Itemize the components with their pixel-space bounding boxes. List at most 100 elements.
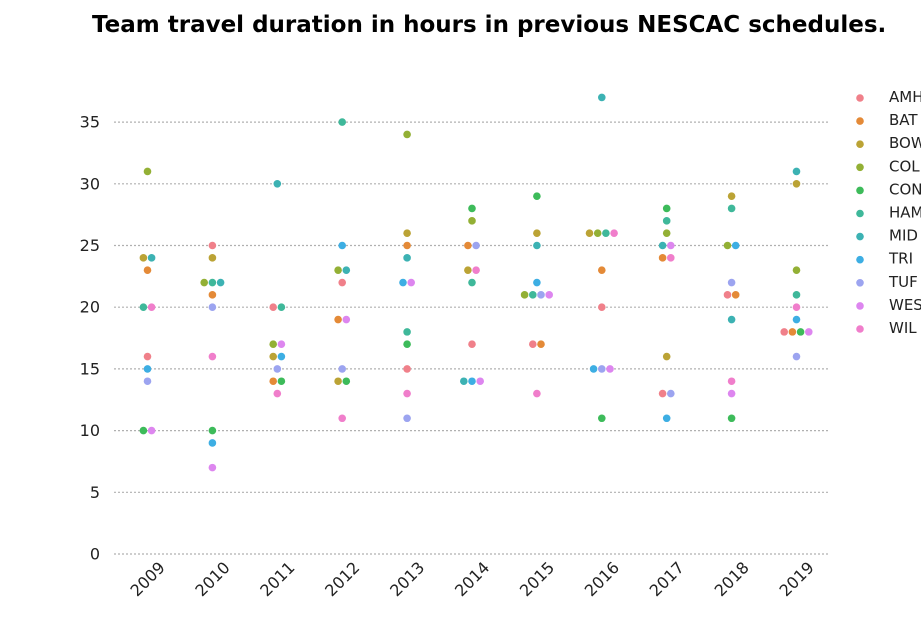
point-mid-2014 [460,377,468,386]
point-col-2016 [593,229,602,237]
point-wil-2015 [533,389,541,398]
point-bow-2017 [662,352,671,361]
legend-label-wil: WIL [889,319,917,337]
point-con-2011 [277,377,286,386]
point-amh-2013 [403,365,411,373]
point-bow-2014 [464,266,472,274]
point-tri-2012 [338,241,347,250]
point-bow-2018 [727,192,736,200]
legend-label-amh: AMH [889,88,921,106]
point-wes-2019 [805,328,813,336]
point-bow-2009 [139,254,148,262]
legend-marker-wil [856,325,864,333]
y-tick-label: 25 [80,236,100,255]
point-bat-2010 [208,291,217,299]
point-con-2018 [727,414,736,423]
legend-label-col: COL [889,157,920,175]
point-wes-2011 [277,340,286,349]
x-tick-label: 2010 [191,558,233,600]
legend-marker-wes [856,302,864,310]
point-bat-2012 [334,315,342,324]
point-tri-2010 [208,439,217,447]
point-col-2018 [723,241,732,250]
legend-label-mid: MID [889,227,918,245]
legend-marker-tuf [856,279,864,287]
point-tuf-2016 [598,365,606,373]
point-wil-2019 [792,303,801,312]
legend-marker-bow [856,140,864,148]
point-col-2009 [143,167,152,176]
legend-marker-bat [856,117,864,125]
point-amh-2017 [658,389,667,398]
point-con-2009 [139,426,148,435]
legend-label-ham: HAM [889,204,921,222]
point-tuf-2011 [273,365,282,373]
point-wes-2018 [727,389,736,398]
point-con-2019 [796,328,805,336]
point-tri-2009 [143,365,152,373]
point-con-2017 [662,204,671,213]
legend-label-wes: WES [889,296,921,314]
point-ham-2013 [403,328,411,336]
point-wes-2009 [147,426,156,435]
point-tuf-2012 [338,365,347,373]
point-mid-2017 [658,241,667,250]
data-points [139,93,813,472]
x-tick-label: 2019 [775,558,817,600]
point-bat-2018 [731,291,740,299]
point-ham-2012 [338,118,347,126]
y-tick-label: 30 [80,174,100,193]
point-tri-2019 [792,315,801,324]
legend-marker-con [856,186,864,195]
y-tick-label: 10 [80,421,100,440]
y-tick-label: 5 [90,483,100,502]
point-col-2012 [334,266,342,274]
point-tri-2018 [731,241,740,250]
point-ham-2015 [529,291,537,299]
point-ham-2011 [277,303,286,312]
point-ham-2016 [602,229,610,237]
legend: AMH BAT BOW COL CON HAM MID TRI TUF WES WIL [856,88,921,337]
point-bow-2013 [403,229,411,237]
point-tuf-2018 [727,278,736,287]
point-tuf-2014 [472,241,480,250]
legend-marker-col [856,163,864,172]
legend-label-con: CON [889,180,921,198]
point-wil-2018 [727,377,736,386]
point-mid-2011 [273,180,282,188]
grid-lines [114,121,830,555]
point-bat-2009 [143,266,152,274]
point-mid-2010 [216,278,225,287]
point-col-2019 [792,266,801,274]
point-bat-2017 [658,254,667,262]
legend-marker-ham [856,209,864,218]
point-mid-2018 [727,315,736,324]
point-mid-2013 [403,254,411,262]
x-tick-label: 2009 [126,558,168,600]
point-wil-2009 [147,303,156,312]
point-mid-2009 [147,254,156,262]
point-bow-2010 [208,254,217,262]
point-wes-2013 [407,278,416,287]
point-amh-2011 [269,303,278,312]
point-col-2013 [403,130,411,139]
point-wil-2012 [338,414,347,423]
point-tri-2016 [589,365,598,373]
legend-label-tri: TRI [888,250,913,268]
legend-marker-tri [856,255,864,264]
x-tick-label: 2016 [581,558,623,600]
point-amh-2009 [143,352,152,361]
point-amh-2010 [208,241,217,250]
legend-label-bow: BOW [889,134,921,152]
y-tick-label: 20 [80,298,100,317]
point-tri-2017 [662,414,671,423]
point-mid-2012 [342,266,351,274]
point-tuf-2015 [537,291,545,299]
point-bat-2016 [598,266,606,274]
point-ham-2010 [208,278,217,287]
point-bow-2019 [792,180,801,188]
point-col-2015 [520,291,529,299]
point-mid-2015 [533,241,541,250]
point-bow-2011 [269,352,278,361]
y-tick-label: 0 [90,545,100,564]
